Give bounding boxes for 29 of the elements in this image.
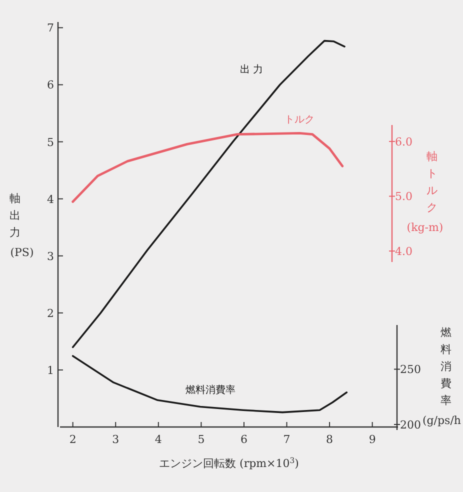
y3-tick-label: 200 (400, 418, 421, 432)
series-label: トルク (284, 114, 315, 126)
y2-tick-label: 5.0 (395, 190, 412, 204)
line-series (72, 40, 346, 348)
y-tick-label: 2 (47, 306, 54, 320)
y2-tick-label: 4.0 (395, 245, 412, 258)
x-tick-label: 9 (368, 433, 376, 446)
line-series (72, 355, 348, 414)
x-tick-label: 3 (112, 433, 120, 446)
series-label: 出 力 (240, 64, 264, 76)
series-label: 燃料消費率 (185, 384, 236, 396)
line-series (72, 132, 344, 203)
y-tick-label: 1 (47, 364, 54, 377)
x-tick-label: 6 (240, 433, 248, 446)
y3-tick-label: 250 (400, 363, 421, 376)
x-tick-label: 2 (69, 433, 76, 446)
y-tick-label: 3 (47, 250, 54, 263)
y-tick-label: 5 (47, 136, 54, 149)
y-tick-label: 4 (47, 192, 54, 206)
x-tick-label: 7 (283, 433, 290, 446)
y-tick-label: 7 (47, 22, 54, 35)
y3-axis-title: 燃料消費率(g/ps/h (422, 326, 461, 427)
x-axis-title: エンジン回転数 (rpm×10$^{3}$) (159, 456, 299, 470)
x-tick-label: 5 (198, 433, 205, 446)
y2-tick-label: 6.0 (395, 135, 412, 148)
y-tick-label: 6 (47, 78, 54, 92)
x-tick-label: 8 (326, 433, 334, 446)
y-axis-title: 軸出力(PS) (10, 192, 34, 259)
x-tick-label: 4 (154, 433, 162, 446)
